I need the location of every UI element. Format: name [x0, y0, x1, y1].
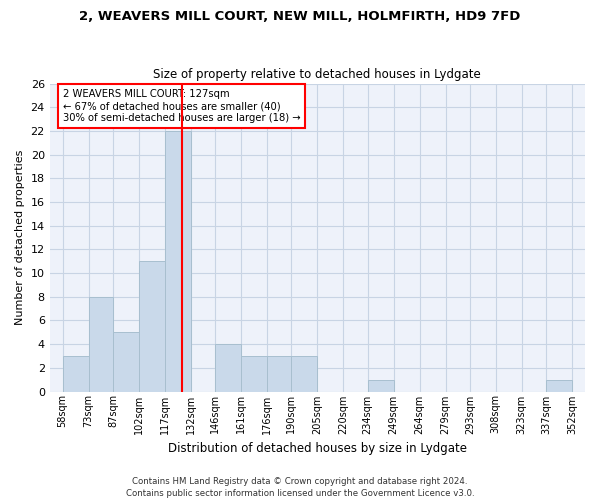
Y-axis label: Number of detached properties: Number of detached properties [15, 150, 25, 325]
Bar [241, 356, 267, 392]
Text: 2 WEAVERS MILL COURT: 127sqm
← 67% of detached houses are smaller (40)
30% of se: 2 WEAVERS MILL COURT: 127sqm ← 67% of de… [62, 90, 300, 122]
Text: 2, WEAVERS MILL COURT, NEW MILL, HOLMFIRTH, HD9 7FD: 2, WEAVERS MILL COURT, NEW MILL, HOLMFIR… [79, 10, 521, 23]
Bar [165, 131, 191, 392]
Bar [139, 261, 165, 392]
X-axis label: Distribution of detached houses by size in Lydgate: Distribution of detached houses by size … [168, 442, 467, 455]
Bar [292, 356, 317, 392]
Title: Size of property relative to detached houses in Lydgate: Size of property relative to detached ho… [154, 68, 481, 81]
Bar [267, 356, 292, 392]
Bar [546, 380, 572, 392]
Bar [215, 344, 241, 392]
Bar [368, 380, 394, 392]
Text: Contains HM Land Registry data © Crown copyright and database right 2024.
Contai: Contains HM Land Registry data © Crown c… [125, 476, 475, 498]
Bar [62, 356, 89, 392]
Bar [113, 332, 139, 392]
Bar [89, 297, 113, 392]
